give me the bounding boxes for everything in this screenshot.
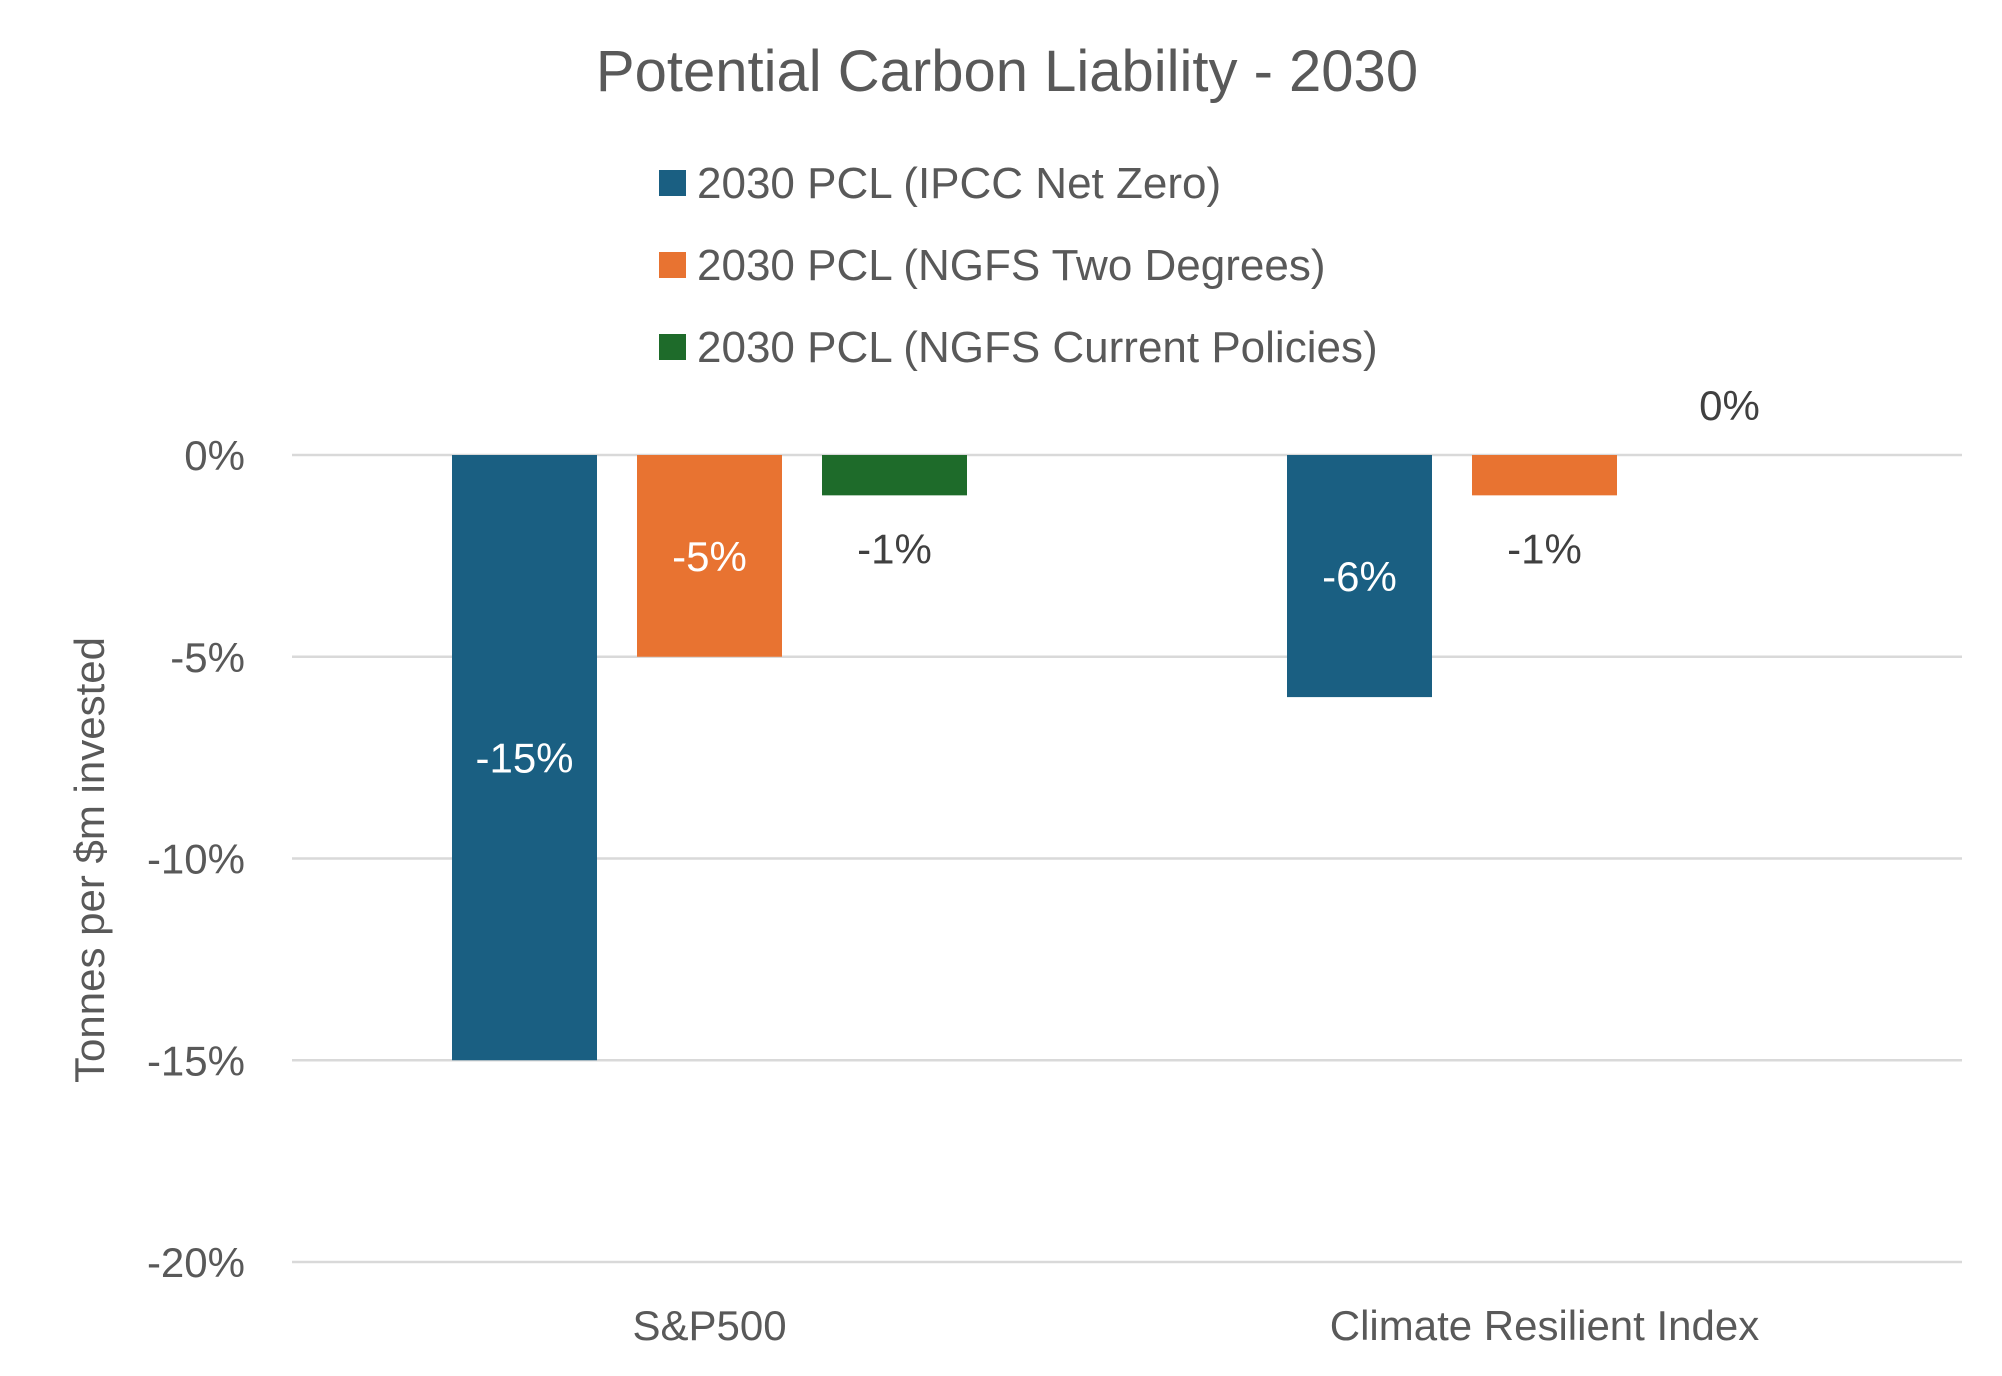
chart-title: Potential Carbon Liability - 2030 [596,39,1418,104]
data-label: -1% [857,525,932,572]
data-label: -6% [1322,553,1397,600]
y-tick-label: -20% [147,1239,245,1286]
legend-swatch [659,170,686,196]
x-tick-label: S&P500 [632,1302,786,1349]
bar [637,455,782,657]
data-label: -5% [672,533,747,580]
bar [1287,455,1432,698]
y-axis-ticks: 0% -5% -10% -15% -20% [147,432,245,1286]
x-tick-label: Climate Resilient Index [1330,1302,1760,1349]
bars [452,455,1617,1061]
data-labels: -15% -5% -1% -6% -1% 0% [475,382,1759,782]
x-axis-ticks: S&P500 Climate Resilient Index [632,1302,1759,1349]
bar [822,455,967,496]
data-label: -15% [475,735,573,782]
legend-swatch [659,252,686,278]
legend-label: 2030 PCL (IPCC Net Zero) [697,159,1221,208]
y-axis-title: Tonnes per $m invested [66,637,113,1083]
legend-swatch [659,334,686,360]
bar [452,455,597,1061]
bar [1472,455,1617,496]
legend-label: 2030 PCL (NGFS Current Policies) [697,323,1378,372]
y-tick-label: -10% [147,836,245,883]
y-tick-label: 0% [184,432,245,479]
y-tick-label: -15% [147,1037,245,1084]
data-label: 0% [1699,382,1760,429]
legend: 2030 PCL (IPCC Net Zero) 2030 PCL (NGFS T… [659,159,1378,372]
data-label: -1% [1507,525,1582,572]
legend-label: 2030 PCL (NGFS Two Degrees) [697,241,1325,290]
y-tick-label: -5% [170,634,245,681]
